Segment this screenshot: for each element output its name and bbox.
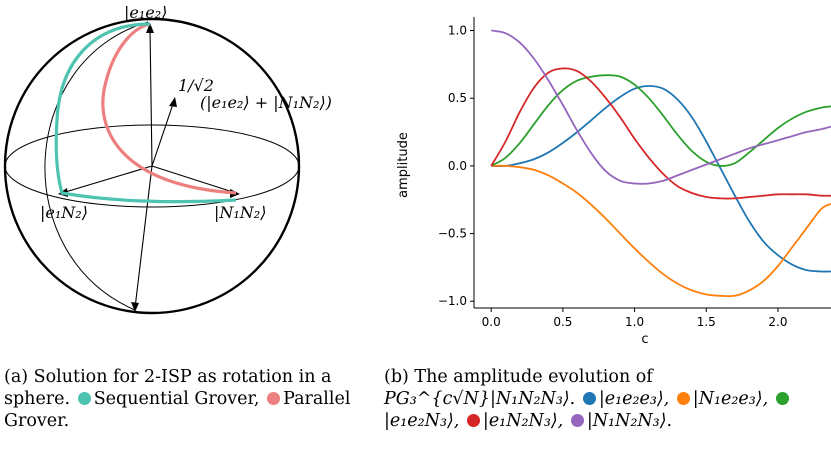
arrowheads — [58, 23, 240, 312]
label-N1N2: |N₁N₂⟩ — [214, 203, 266, 222]
label-superpos-frac: 1/√2 — [178, 76, 214, 95]
legend-label-1: |N₁e₂e₃⟩, — [692, 389, 774, 409]
caption-a-sequential: Sequential Grover, — [93, 389, 260, 409]
sphere-equator — [4, 124, 300, 208]
sequential-grover-path — [54, 22, 237, 204]
x-tick-label: 0.0 — [482, 315, 501, 329]
legend-label-2: |e₁e₂N₃⟩, — [384, 411, 465, 431]
series-line-3 — [490, 67, 831, 200]
label-e1N2: |e₁N₂⟩ — [40, 203, 88, 222]
caption-a-parallel: Parallel Grover. — [4, 389, 351, 431]
legend-dot-sequential — [77, 392, 91, 405]
y-tick-label: −0.5 — [438, 227, 467, 241]
series-line-4 — [491, 29, 831, 185]
label-e1e2: |e₁e₂⟩ — [124, 3, 167, 22]
sphere-figure: |e₁e₂⟩ 1/√2 (|e₁e₂⟩ + |N₁N₂⟩) |e₁N₂⟩ |N₁… — [3, 3, 332, 315]
legend-dot-parallel — [267, 392, 281, 405]
chart-frame — [473, 17, 831, 309]
series-line-2 — [490, 74, 831, 167]
x-tick-label: 2.0 — [768, 315, 787, 329]
caption-a-prefix: (a) Solution for 2-ISP as rotation in a … — [4, 367, 332, 409]
label-superpos: (|e₁e₂⟩ + |N₁N₂⟩) — [200, 93, 332, 112]
legend-label-0: |e₁e₂e₃⟩, — [598, 389, 675, 409]
chart-xlabel: c — [641, 332, 648, 347]
caption-a: (a) Solution for 2-ISP as rotation in a … — [4, 366, 364, 432]
chart-lines — [490, 29, 831, 298]
x-tick-label: 1.5 — [697, 315, 716, 329]
caption-b-prefix: (b) The amplitude evolution of — [384, 367, 653, 387]
amplitude-chart: 0.0 0.5 1.0 1.5 2.0 1.0 0.5 0.0 −0.5 −1.0 c ampli… — [396, 17, 831, 347]
caption-b-legend: |e₁e₂e₃⟩, |N₁e₂e₃⟩, |e₁e₂N₃⟩, |e₁N₂N₃⟩, … — [384, 389, 792, 431]
y-tick-label: 0.0 — [448, 159, 467, 173]
x-tick-label: 0.5 — [553, 315, 572, 329]
chart-ylabel: amplitude — [396, 132, 411, 198]
x-tick-label: 1.0 — [625, 315, 644, 329]
legend-dot-0 — [582, 392, 596, 405]
y-tick-label: 0.5 — [448, 91, 467, 105]
legend-dot-1 — [676, 392, 690, 405]
y-tick-label: 1.0 — [448, 24, 467, 38]
legend-dot-4 — [570, 414, 584, 427]
caption-b: (b) The amplitude evolution of PG₃^{c√N}… — [384, 366, 831, 432]
caption-b-operator: PG₃^{c√N}|N₁N₂N₃⟩. — [384, 389, 576, 409]
legend-label-3: |e₁N₂N₃⟩, — [482, 411, 569, 431]
parallel-grover-path — [101, 22, 237, 195]
legend-dot-2 — [775, 392, 789, 405]
series-line-1 — [491, 164, 831, 298]
legend-label-4: |N₁N₂N₃⟩. — [586, 411, 673, 431]
meridian-arc — [44, 21, 149, 311]
legend-dot-3 — [466, 414, 480, 427]
y-tick-label: −1.0 — [438, 294, 467, 308]
series-line-0 — [491, 85, 831, 273]
chart-ticks: 0.0 0.5 1.0 1.5 2.0 1.0 0.5 0.0 −0.5 −1.0 — [438, 24, 788, 329]
axis-vectors — [61, 26, 237, 309]
